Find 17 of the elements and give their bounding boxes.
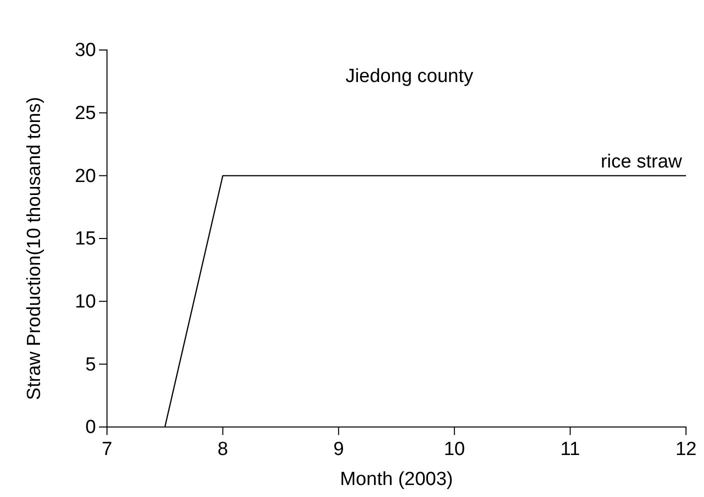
text: Jiedong county: [345, 66, 474, 87]
y-tick-label: 15: [74, 228, 96, 250]
y-tick-label: 30: [74, 40, 96, 62]
series-label: rice straw: [600, 152, 682, 173]
x-tick-label: 12: [675, 439, 697, 460]
y-tick-label: 5: [85, 354, 96, 376]
x-axis-title: Month (2003): [340, 469, 454, 490]
x-tick-label: 11: [560, 439, 580, 460]
x-tick-label: 7: [102, 439, 112, 460]
y-tick-label: 25: [74, 102, 96, 124]
y-tick-label: 0: [85, 417, 96, 438]
y-axis-title: Straw Production(10 thousand tons): [24, 96, 45, 400]
x-tick-label: 9: [333, 439, 344, 460]
x-tick-label: 10: [444, 439, 465, 460]
y-tick-label: 20: [74, 166, 96, 187]
y-tick-label: 10: [74, 291, 96, 312]
x-tick-label: 8: [218, 439, 228, 460]
